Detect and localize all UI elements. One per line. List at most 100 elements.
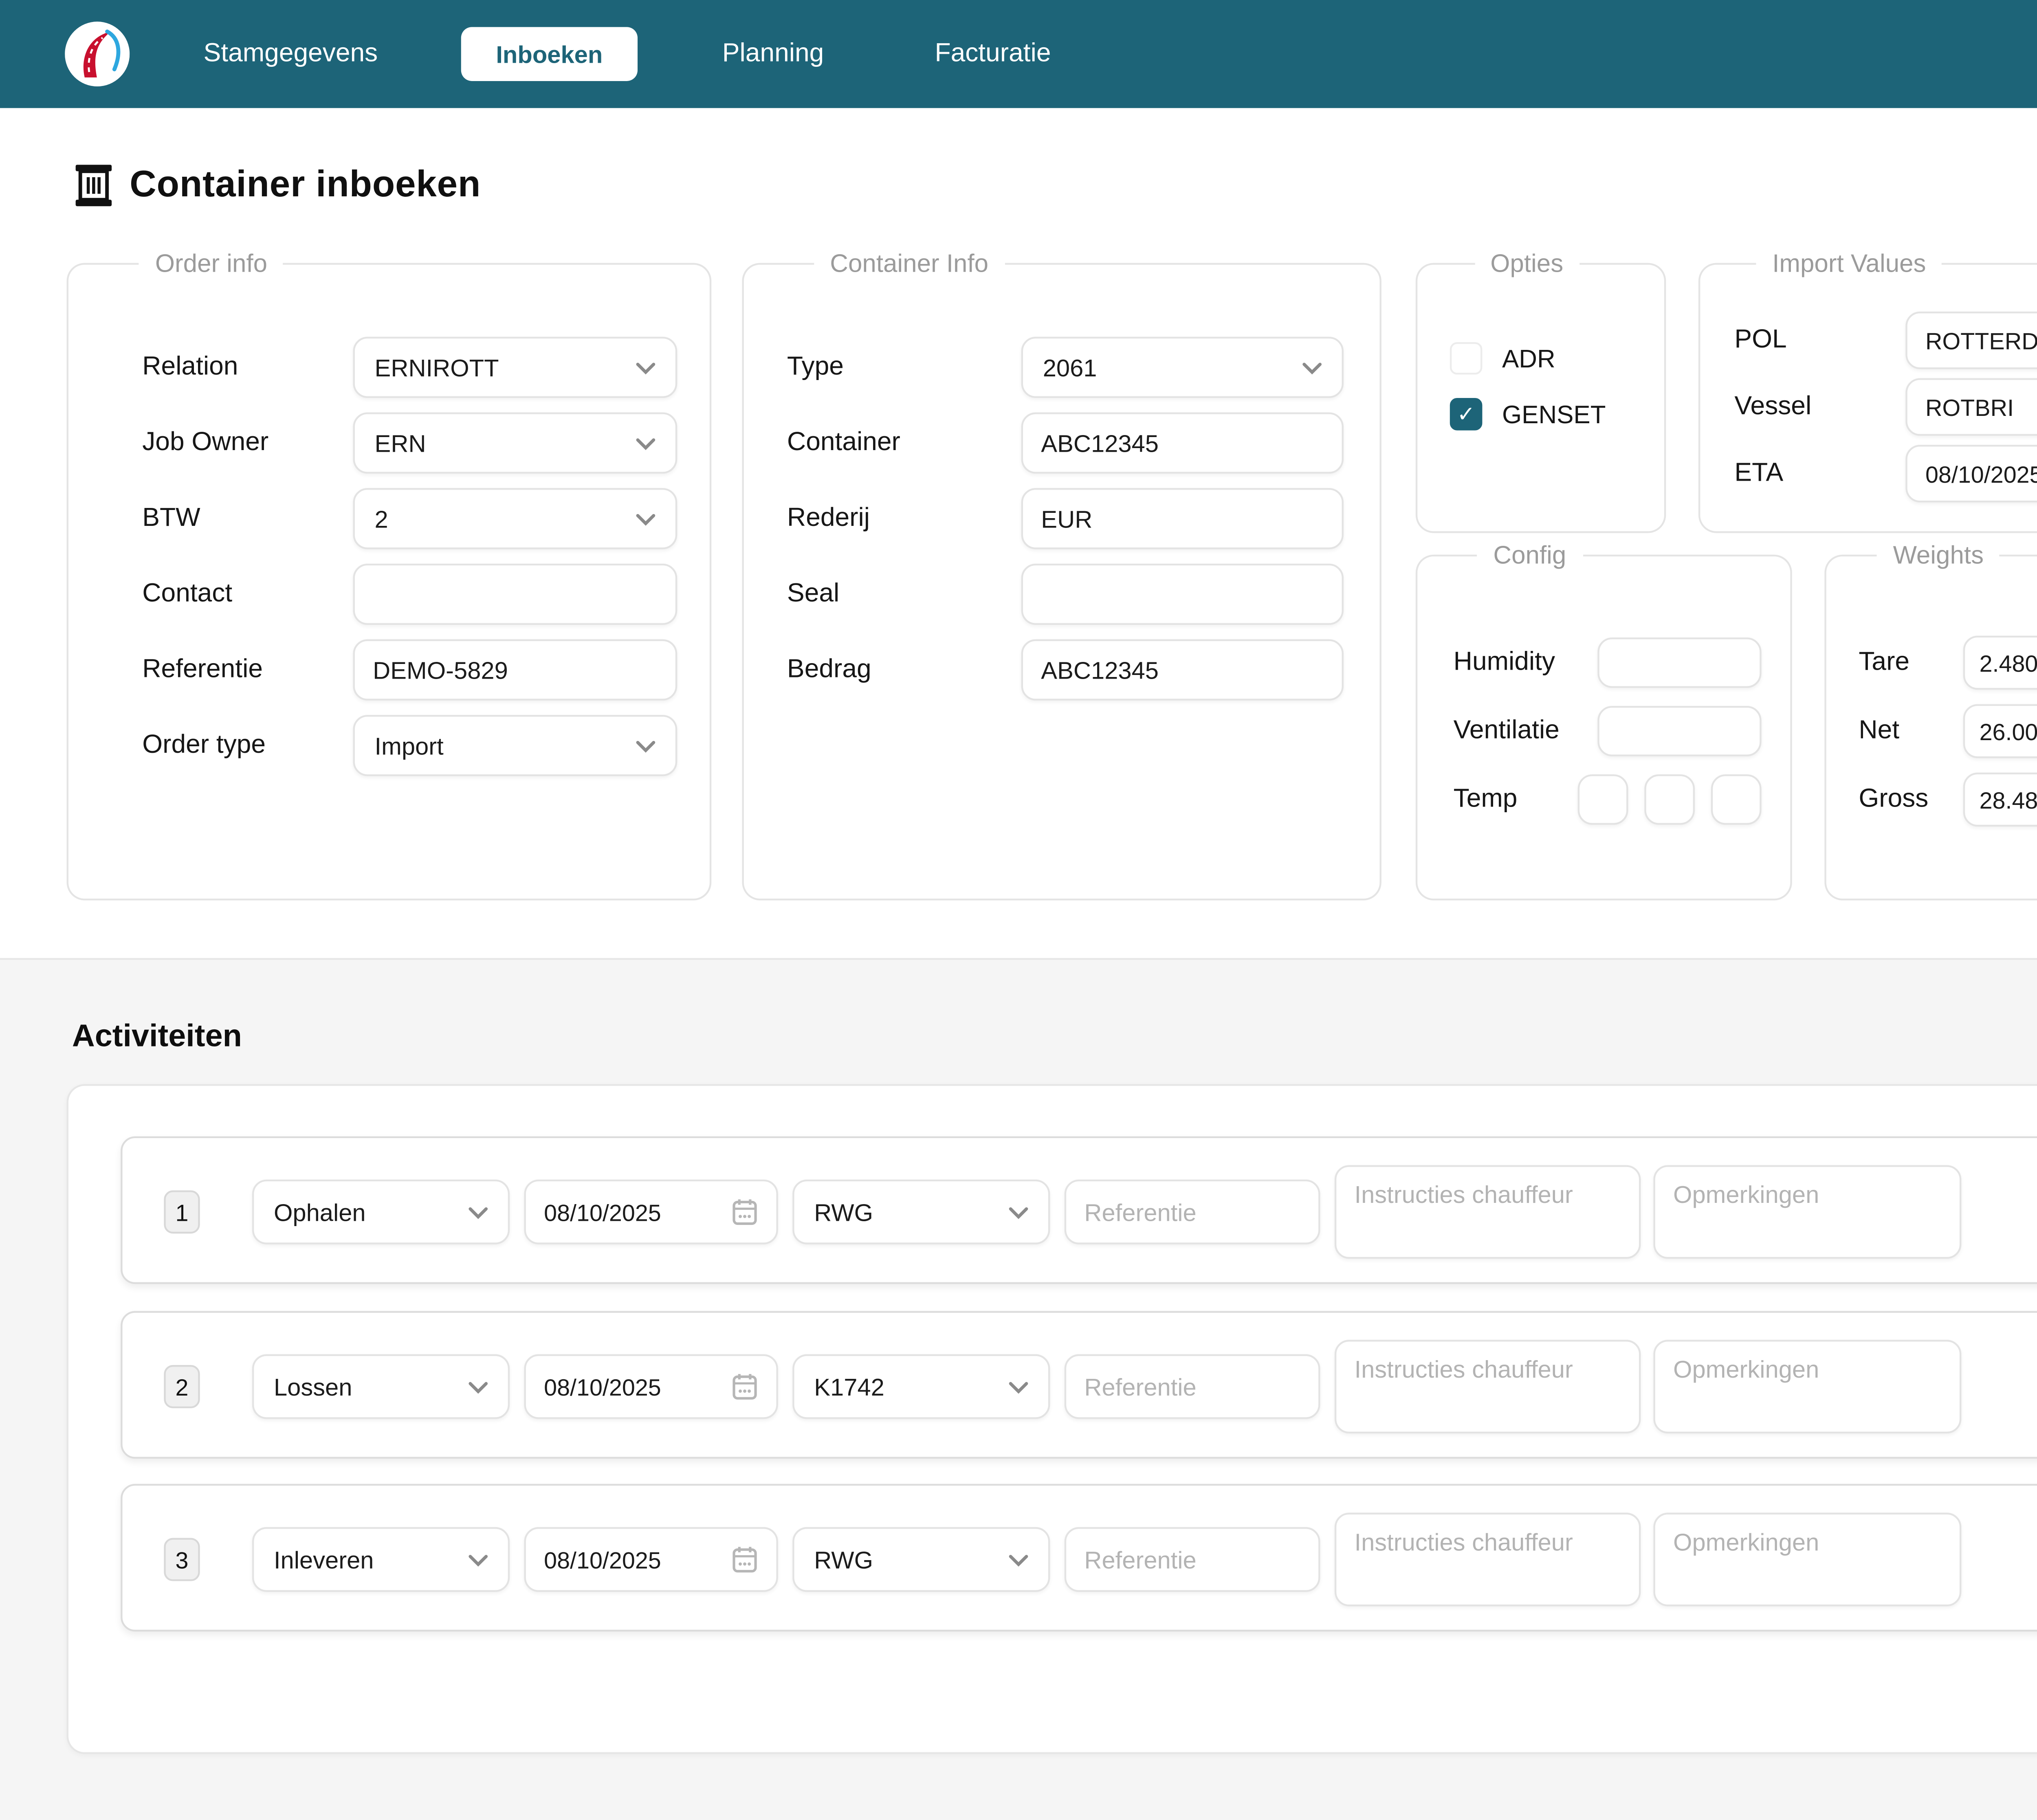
form-row: Contact [142,563,678,625]
activity-date-input[interactable]: 08/10/2025 [524,1179,778,1244]
import-values-fieldset: Import Values POL Vessel ETA [1698,248,2037,533]
form-row: Type 2061 [787,336,1344,398]
contact-label: Contact [142,580,233,609]
activity-location-select[interactable]: RWG [792,1179,1050,1244]
import-values-legend: Import Values [1756,248,1942,277]
chevron-down-icon [636,362,656,374]
activity-date-value: 08/10/2025 [544,1546,661,1573]
activity-opmerkingen-textarea[interactable] [1653,1512,1962,1607]
tare-input[interactable] [1963,635,2037,690]
activity-location-select[interactable]: K1742 [792,1354,1050,1419]
job-owner-label: Job Owner [142,429,269,457]
activity-date-value: 08/10/2025 [544,1198,661,1226]
humidity-input[interactable] [1597,637,1762,688]
relation-select[interactable]: ERNIROTT [353,336,678,398]
form-row: ✓ GENSET [1450,393,1646,436]
btw-select[interactable]: 2 [353,488,678,550]
chevron-down-icon [636,513,656,525]
chevron-down-icon [469,1206,488,1218]
container-input[interactable] [1021,412,1344,474]
btw-value: 2 [374,505,388,532]
job-owner-value: ERN [374,429,426,457]
activity-referentie-input[interactable] [1064,1354,1320,1419]
form-row: Referentie [142,639,678,701]
calendar-icon [733,1199,757,1225]
activity-row-2: 2 Lossen 08/10/2025 K1742 ✕ [121,1311,2037,1459]
import-vessel-label: Vessel [1734,392,1812,422]
activity-location-select[interactable]: RWG [792,1527,1050,1592]
pol-input[interactable] [1905,311,2037,369]
nav-item-stamgegevens[interactable]: Stamgegevens [203,40,378,68]
genset-label: GENSET [1502,400,1606,429]
referentie-input[interactable] [353,639,678,701]
pol-label: POL [1734,326,1787,355]
container-icon [75,165,112,207]
calendar-icon [733,1547,757,1573]
activity-referentie-input[interactable] [1064,1527,1320,1592]
form-row: Net [1859,704,2037,758]
activity-date-input[interactable]: 08/10/2025 [524,1354,778,1419]
nav-item-facturatie[interactable]: Facturatie [935,40,1051,68]
opties-fieldset: Opties ✓ ADR ✓ GENSET [1415,248,1666,533]
activity-type-value: Ophalen [273,1198,366,1226]
gross-input[interactable] [1963,772,2037,827]
order-type-label: Order type [142,731,266,760]
contact-input[interactable] [353,563,678,625]
activity-date-input[interactable]: 08/10/2025 [524,1527,778,1592]
order-type-select[interactable]: Import [353,715,678,776]
top-navbar: Stamgegevens Inboeken Planning Facturati… [0,0,2037,108]
activity-type-select[interactable]: Inleveren [252,1527,510,1592]
net-input[interactable] [1963,704,2037,758]
rederij-input[interactable] [1021,488,1344,550]
temp-input-3[interactable] [1711,774,1762,825]
activity-referentie-input[interactable] [1064,1179,1320,1244]
bedrag-input[interactable] [1021,639,1344,701]
temp-input-2[interactable] [1644,774,1695,825]
type-select[interactable]: 2061 [1021,336,1344,398]
brand-logo [65,22,130,87]
ventilatie-input[interactable] [1597,706,1762,756]
activity-type-select[interactable]: Ophalen [252,1179,510,1244]
form-row: Humidity [1454,636,1762,690]
calendar-icon [733,1374,757,1400]
activity-instructies-textarea[interactable] [1334,1512,1641,1607]
import-vessel-input[interactable] [1905,378,2037,436]
activity-type-select[interactable]: Lossen [252,1354,510,1419]
type-label: Type [787,353,844,382]
activity-instructies-textarea[interactable] [1334,1340,1641,1434]
form-row: Seal [787,563,1344,625]
form-row: Rederij [787,488,1344,550]
gross-label: Gross [1859,785,1929,814]
activity-date-value: 08/10/2025 [544,1373,661,1400]
ventilatie-label: Ventilatie [1453,717,1560,746]
activity-opmerkingen-textarea[interactable] [1653,1165,1962,1259]
rederij-label: Rederij [787,504,870,533]
bedrag-label: Bedrag [787,655,871,684]
form-row: Container [787,412,1344,474]
activity-location-value: K1742 [814,1373,884,1400]
activity-instructies-textarea[interactable] [1334,1165,1641,1259]
form-row: Job Owner ERN [142,412,678,474]
job-owner-select[interactable]: ERN [353,412,678,474]
activity-opmerkingen-textarea[interactable] [1653,1340,1962,1434]
seal-input[interactable] [1021,563,1344,625]
form-row: Tare [1859,635,2037,690]
form-row: Vessel [1734,378,2037,436]
form-row: BTW 2 [142,488,678,550]
temp-input-1[interactable] [1577,774,1628,825]
activity-type-value: Lossen [273,1373,352,1400]
chevron-down-icon [469,1381,488,1393]
import-eta-input[interactable] [1905,444,2037,503]
genset-checkbox[interactable]: ✓ [1450,398,1483,431]
activity-number-badge: 2 [164,1365,200,1409]
referentie-label: Referentie [142,655,263,684]
import-eta-label: ETA [1734,459,1784,488]
adr-checkbox[interactable]: ✓ [1450,342,1483,375]
page-title: Container inboeken [130,164,481,205]
container-info-fieldset: Container Info Type 2061 Container Reder… [742,248,1381,901]
nav-item-planning[interactable]: Planning [722,40,824,68]
activiteiten-card: 1 Ophalen 08/10/2025 RWG ✕ 2 Lossen [66,1084,2037,1754]
opties-legend: Opties [1474,248,1579,277]
nav-item-inboeken-active[interactable]: Inboeken [461,27,638,81]
